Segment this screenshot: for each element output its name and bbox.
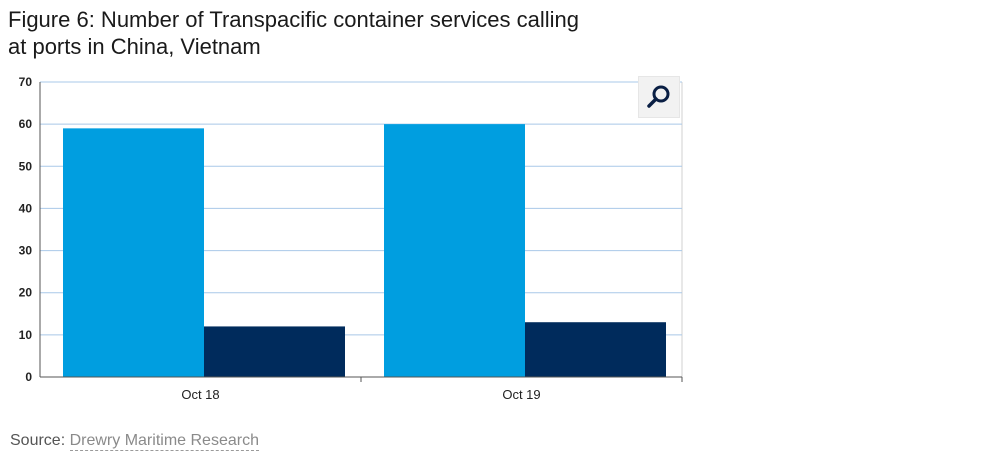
x-tick-label: Oct 18 <box>181 387 219 402</box>
chart-title-line-2: at ports in China, Vietnam <box>8 34 261 59</box>
bar-1-0 <box>384 124 525 377</box>
source-label: Source: <box>10 432 70 449</box>
y-tick-label: 0 <box>25 370 32 384</box>
chart-title-line-1: Figure 6: Number of Transpacific contain… <box>8 7 580 32</box>
axes: 0 10 20 30 40 50 60 70 Oct 18 Oct 19 <box>19 75 683 402</box>
y-tick-label: 50 <box>19 159 33 173</box>
chart-title: Figure 6: Number of Transpacific contain… <box>8 6 768 60</box>
magnifier-icon <box>647 85 670 108</box>
source-note: Source: Drewry Maritime Research <box>10 432 259 451</box>
y-tick-label: 20 <box>19 286 33 300</box>
bar-chart: 0 10 20 30 40 50 60 70 Oct 18 Oct 19 <box>19 75 683 402</box>
source-link[interactable]: Drewry Maritime Research <box>69 432 259 451</box>
y-tick-label: 30 <box>19 244 33 258</box>
y-tick-label: 60 <box>19 117 33 131</box>
y-tick-label: 40 <box>19 201 33 215</box>
x-tick-label: Oct 19 <box>502 387 540 402</box>
bar-0-1 <box>204 326 345 377</box>
bar-1-1 <box>525 322 666 377</box>
bar-0-0 <box>63 128 204 377</box>
bars <box>63 124 666 377</box>
y-tick-label: 10 <box>19 328 33 342</box>
zoom-button[interactable] <box>638 76 680 118</box>
y-tick-label: 70 <box>19 75 33 89</box>
